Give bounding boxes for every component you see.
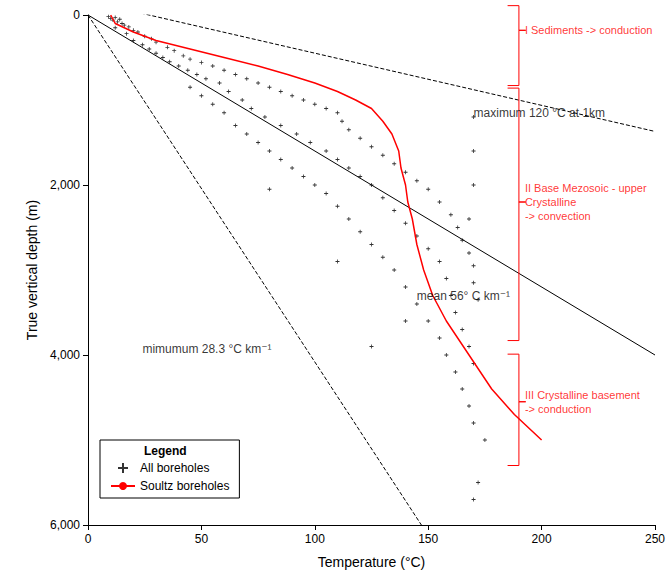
- svg-text:Crystalline: Crystalline: [525, 196, 576, 208]
- svg-text:-> conduction: -> conduction: [525, 403, 591, 415]
- svg-text:Temperature (°C): Temperature (°C): [318, 554, 426, 570]
- svg-text:True vertical depth (m): True vertical depth (m): [24, 200, 40, 340]
- svg-text:6,000: 6,000: [50, 518, 80, 532]
- svg-text:4,000: 4,000: [50, 348, 80, 362]
- svg-text:0: 0: [73, 8, 80, 22]
- svg-text:II Base Mezosoic - upper: II Base Mezosoic - upper: [525, 182, 650, 194]
- svg-text:Soultz boreholes: Soultz boreholes: [140, 479, 229, 493]
- svg-text:-> convection: -> convection: [525, 210, 591, 222]
- svg-text:Legend: Legend: [144, 444, 187, 458]
- svg-text:100: 100: [305, 532, 325, 546]
- svg-text:250: 250: [645, 532, 665, 546]
- svg-text:All boreholes: All boreholes: [140, 461, 209, 475]
- svg-text:200: 200: [532, 532, 552, 546]
- svg-text:III Crystalline basement: III Crystalline basement: [525, 389, 640, 401]
- svg-text:2,000: 2,000: [50, 178, 80, 192]
- svg-text:mean 56° C km⁻¹: mean 56° C km⁻¹: [417, 289, 510, 303]
- svg-text:50: 50: [195, 532, 209, 546]
- svg-text:0: 0: [85, 532, 92, 546]
- svg-text:maximum 120 °C at 1km: maximum 120 °C at 1km: [474, 106, 606, 120]
- svg-text:I Sediments -> conduction: I Sediments -> conduction: [525, 24, 653, 36]
- svg-text:150: 150: [418, 532, 438, 546]
- svg-text:mimumum 28.3 °C km⁻¹: mimumum 28.3 °C km⁻¹: [142, 342, 271, 356]
